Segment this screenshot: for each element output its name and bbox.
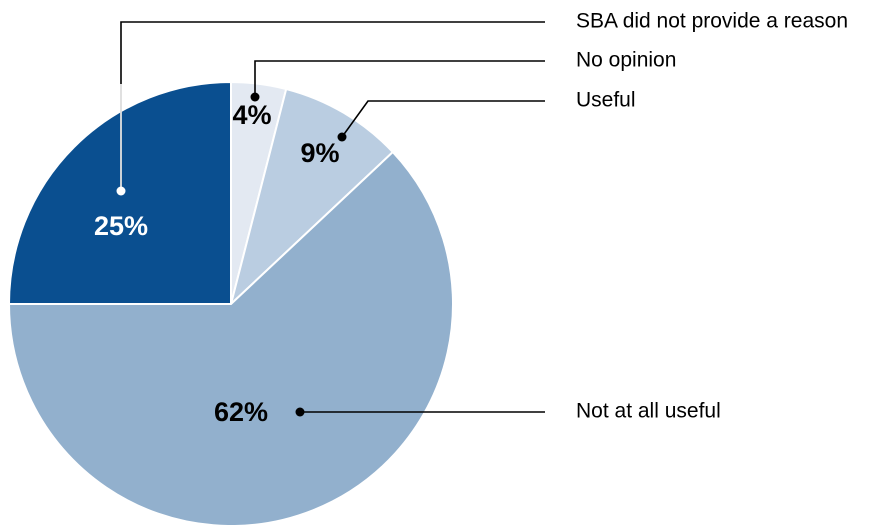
data-label: 9% (300, 138, 339, 168)
leader-lines (116, 21, 545, 417)
leader-dot (116, 186, 126, 196)
legend-label: No opinion (576, 49, 676, 72)
legend-label: Not at all useful (576, 400, 721, 423)
legend-label: SBA did not provide a reason (576, 10, 848, 33)
slices-layer (7, 80, 454, 525)
legend-label: Useful (576, 89, 636, 112)
data-label: 4% (232, 100, 271, 130)
slice-not-at-all-useful (7, 150, 454, 525)
labels-layer: 25% 4% 9% 62% SBA did not provide a reason No… (94, 10, 848, 428)
data-label: 25% (94, 211, 148, 241)
leader-dot (337, 132, 347, 142)
leader-dot (295, 407, 305, 417)
leader-line (254, 60, 545, 97)
data-label: 62% (214, 397, 268, 427)
slice-useful (229, 87, 395, 308)
leader-dot (250, 92, 260, 102)
leader-line (341, 100, 545, 138)
